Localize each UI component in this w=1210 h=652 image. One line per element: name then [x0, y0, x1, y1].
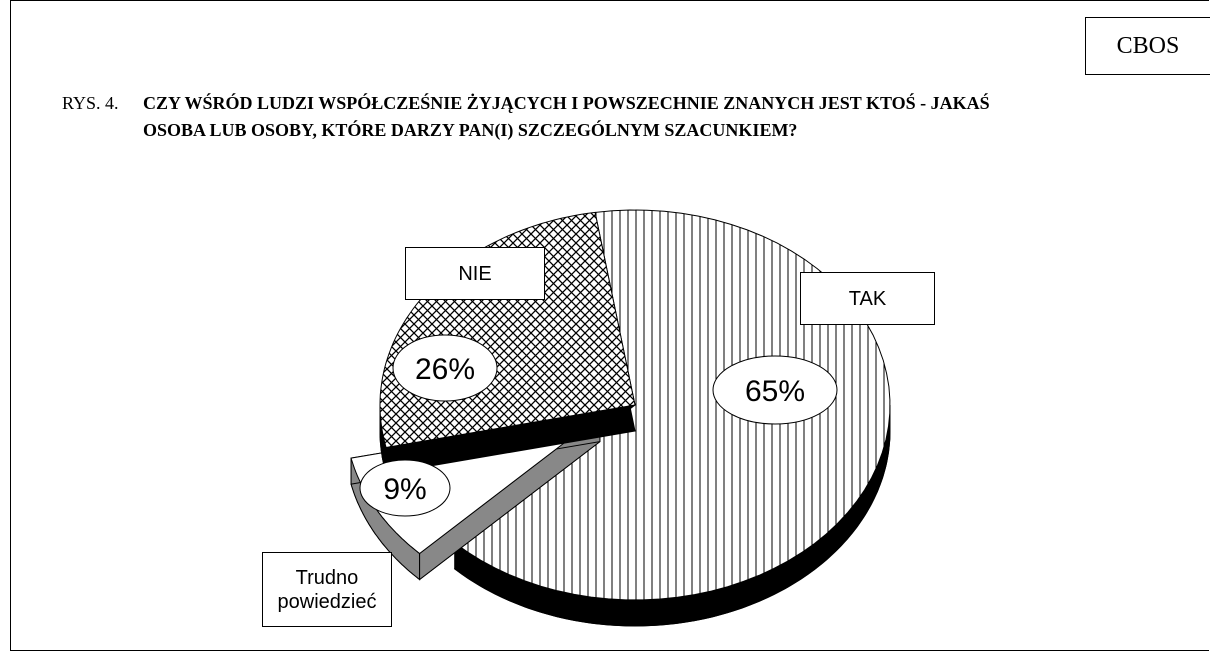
- value-label-bg: [359, 459, 451, 517]
- value-label: 26%: [415, 353, 475, 386]
- frame: [10, 0, 1209, 651]
- slice-top: [453, 209, 891, 601]
- value-label-bg: [712, 355, 838, 425]
- title-block: RYS. 4. CZY WŚRÓD LUDZI WSPÓŁCZEŚNIE ŻYJ…: [62, 90, 1062, 144]
- value-label-bg: [392, 334, 498, 402]
- slice: [453, 209, 891, 627]
- category-label: Trudno powiedzieć: [262, 552, 392, 627]
- source-label: CBOS: [1085, 17, 1210, 75]
- category-label: TAK: [800, 272, 935, 325]
- value-label: 65%: [745, 375, 805, 408]
- category-label: NIE: [405, 247, 545, 300]
- figure-label: RYS. 4.: [62, 93, 119, 113]
- chart-title: CZY WŚRÓD LUDZI WSPÓŁCZEŚNIE ŻYJĄCYCH I …: [143, 93, 990, 140]
- value-label: 9%: [383, 473, 426, 506]
